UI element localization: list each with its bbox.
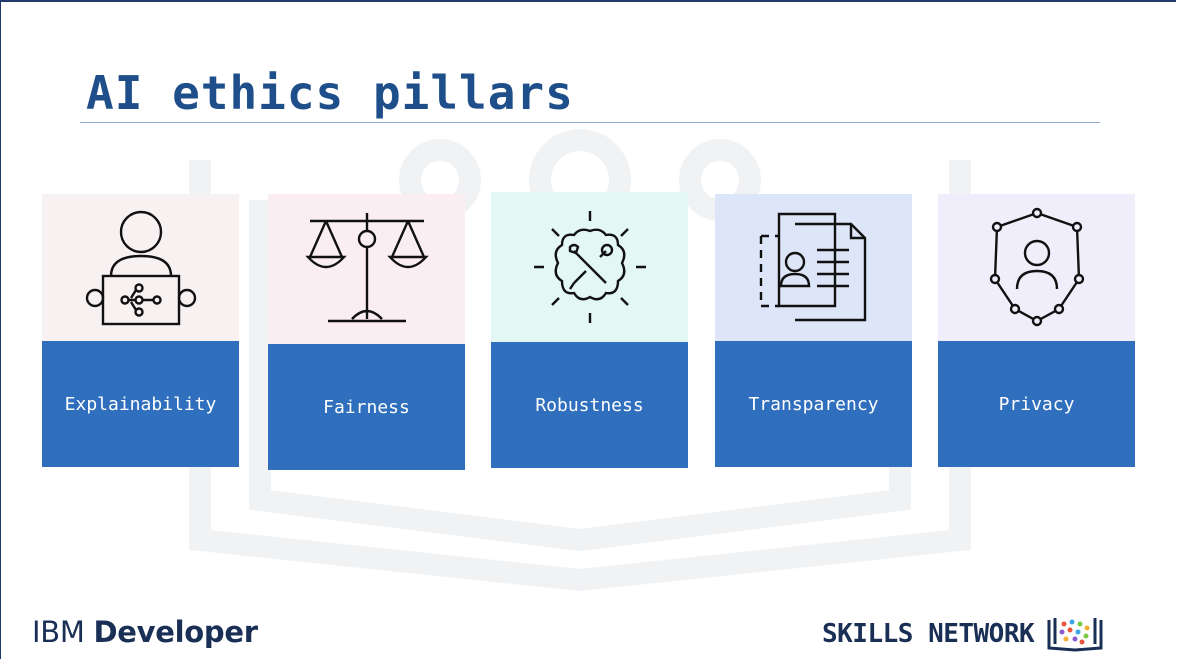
pillar-icon-area [491,192,688,342]
shield-person-icon [989,207,1084,326]
pillar-card-robustness: Robustness [491,192,688,468]
pillar-icon-area [715,194,912,341]
pillar-label: Explainability [42,341,239,467]
pillar-label: Robustness [491,342,688,468]
pillar-label: Privacy [938,341,1135,467]
person-presenting-network-icon [85,210,196,325]
profile-documents-icon [759,212,866,321]
title-divider [80,122,1100,123]
skills-network-wordmark: SKILLS NETWORK [822,619,1035,649]
pillar-icon-area [268,194,465,344]
pillar-icon-area [42,194,239,341]
balance-scale-icon [304,213,429,323]
developer-wordmark: Developer [93,615,259,649]
pillar-card-fairness: Fairness [268,194,465,470]
slide-title: AI ethics pillars [86,66,574,120]
pillar-label: Fairness [268,344,465,470]
ibm-developer-logo: IBM Developer [32,612,258,652]
pillar-card-explainability: Explainability [42,194,239,468]
skills-network-logo: SKILLS NETWORK [822,614,1104,654]
ibm-wordmark: IBM [32,615,85,649]
brain-tools-icon [533,211,646,323]
pillar-card-privacy: Privacy [938,194,1135,468]
pillar-icon-area [938,194,1135,341]
book-network-icon [1047,618,1103,652]
pillar-label: Transparency [715,341,912,467]
pillar-card-transparency: Transparency [715,194,912,468]
